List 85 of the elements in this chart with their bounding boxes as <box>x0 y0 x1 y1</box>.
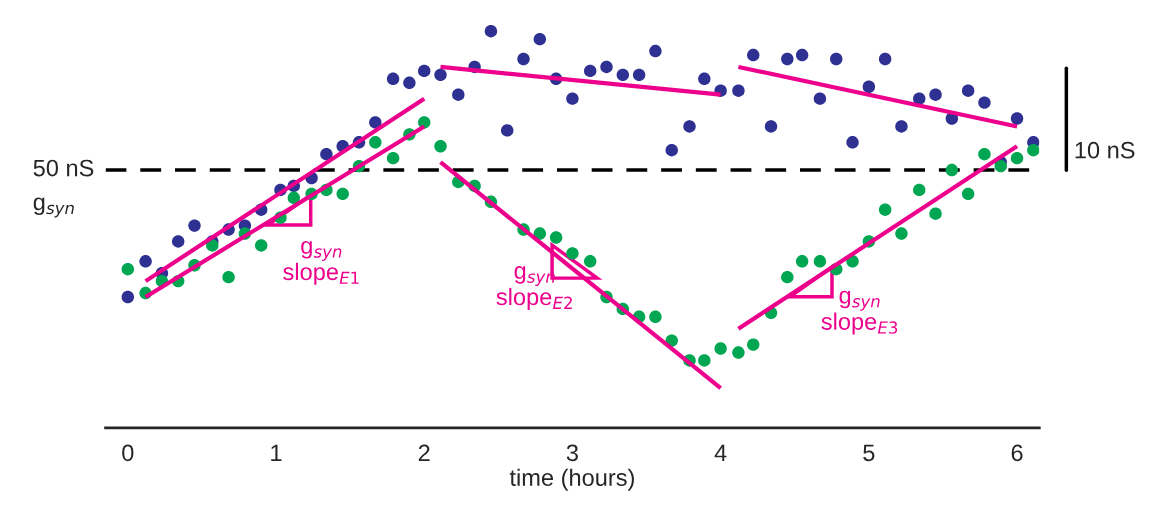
point <box>781 270 794 284</box>
point <box>369 136 382 149</box>
y-axis-title: g$_{syn}$ <box>33 197 74 218</box>
point <box>913 92 926 105</box>
point <box>222 270 235 284</box>
point <box>913 183 926 197</box>
point <box>254 239 268 252</box>
annotation: g$_{syn}$ slope$_{E1}$ <box>283 241 359 285</box>
point <box>206 239 219 252</box>
point <box>978 147 991 161</box>
point <box>945 163 959 177</box>
point <box>813 92 827 105</box>
point <box>747 338 760 351</box>
point <box>320 147 333 161</box>
point <box>878 203 892 216</box>
point <box>434 68 447 82</box>
point <box>683 120 696 133</box>
x-tick-label: 1 <box>271 444 282 461</box>
point <box>795 255 809 268</box>
point <box>895 227 908 240</box>
x-axis-title: time (hours) <box>509 468 634 491</box>
point <box>929 88 942 101</box>
annotation: g$_{syn}$ slope$_{E2}$ <box>496 266 572 310</box>
x-tick-label: 3 <box>566 444 578 462</box>
point <box>830 52 843 66</box>
x-tick-label: 0 <box>122 444 134 462</box>
point <box>862 80 876 93</box>
point <box>533 32 547 46</box>
point <box>994 159 1007 173</box>
point <box>336 187 349 201</box>
point <box>369 116 382 129</box>
point <box>600 60 613 74</box>
point <box>732 84 745 97</box>
point <box>139 255 152 268</box>
point <box>484 25 498 38</box>
point <box>649 310 662 324</box>
point <box>171 235 185 248</box>
point <box>747 48 760 62</box>
point <box>714 342 727 355</box>
point <box>961 84 975 97</box>
x-tick-label: 5 <box>863 444 875 462</box>
x-tick-label: 4 <box>714 444 727 461</box>
point <box>584 64 597 78</box>
point <box>878 52 892 66</box>
point <box>434 140 447 153</box>
point <box>386 151 400 165</box>
text: 10 nS <box>1075 141 1135 159</box>
annotation: g$_{syn}$ slope$_{E3}$ <box>821 290 898 335</box>
point <box>795 48 809 62</box>
x-tick-label: 2 <box>418 444 430 461</box>
point <box>287 191 300 205</box>
point <box>584 255 597 268</box>
point <box>632 68 646 82</box>
point <box>813 255 827 268</box>
point <box>698 72 711 86</box>
point <box>1010 112 1024 125</box>
point <box>188 219 201 232</box>
point <box>846 136 859 149</box>
point <box>1027 144 1040 157</box>
point <box>549 231 563 244</box>
point <box>121 263 135 276</box>
ref-line-label: 50 nS <box>33 159 94 177</box>
point <box>386 72 400 86</box>
x-tick-label: 6 <box>1011 444 1023 462</box>
point <box>501 124 514 137</box>
point <box>403 76 416 89</box>
point <box>929 207 942 220</box>
point <box>616 68 630 82</box>
point <box>566 247 579 260</box>
point <box>418 64 431 78</box>
point <box>781 52 794 66</box>
point <box>764 120 778 133</box>
point <box>698 354 711 367</box>
point <box>895 120 908 133</box>
point <box>121 290 135 304</box>
point <box>961 187 975 201</box>
point <box>533 227 547 240</box>
point <box>566 92 579 105</box>
point <box>732 346 745 359</box>
point <box>1010 151 1024 165</box>
point <box>452 88 465 101</box>
point <box>978 96 991 109</box>
point <box>649 44 662 58</box>
point <box>665 144 678 157</box>
point <box>517 52 530 66</box>
